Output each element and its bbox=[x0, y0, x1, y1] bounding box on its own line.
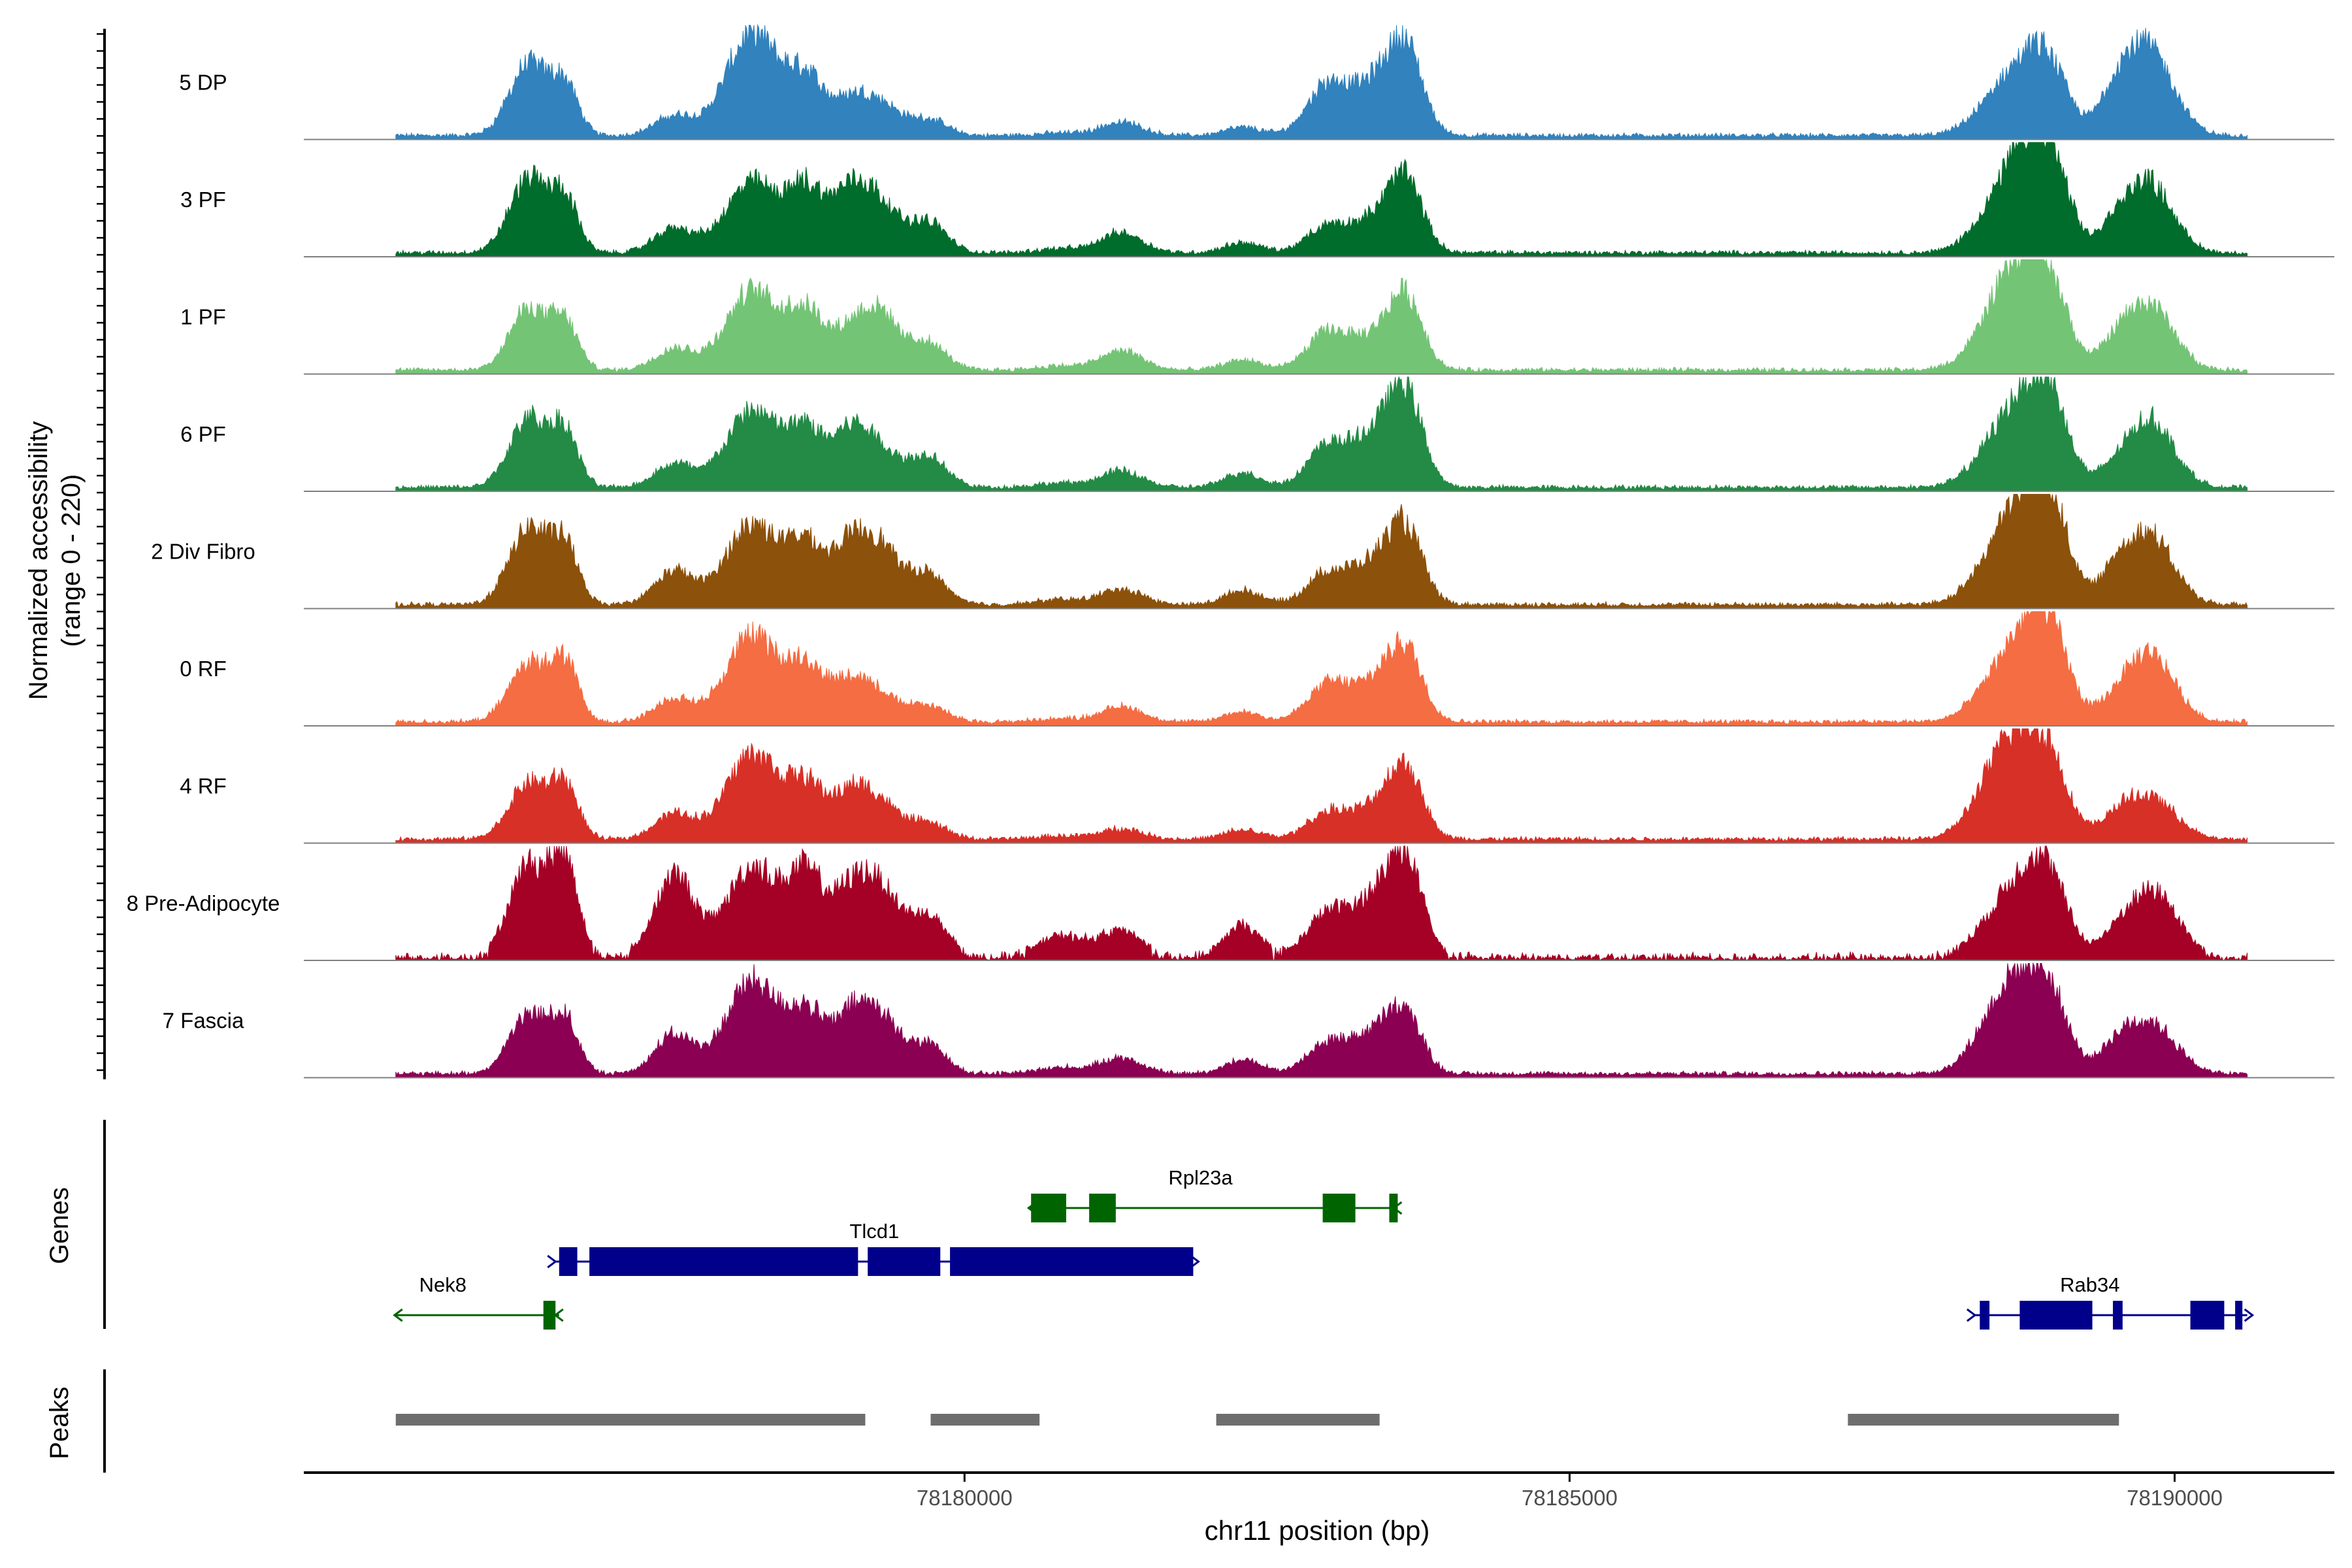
peak-region bbox=[1216, 1414, 1380, 1426]
y-axis bbox=[97, 29, 106, 1079]
y-axis-title-line-1: Normalized accessibility bbox=[24, 421, 53, 700]
gene-exon bbox=[1322, 1194, 1356, 1222]
track-label-8-pre-adipocyte: 8 Pre-Adipocyte bbox=[127, 891, 280, 915]
track-6-pf: 6 PF bbox=[180, 376, 2334, 492]
gene-exon bbox=[589, 1247, 858, 1276]
coverage-area-2-div-fibro bbox=[395, 494, 2248, 609]
y-axis-title: Normalized accessibility (range 0 - 220) bbox=[24, 421, 86, 700]
x-axis: 78180000 78185000 78190000 bbox=[304, 1471, 2334, 1510]
gene-exon bbox=[2019, 1301, 2093, 1330]
track-label-5-dp: 5 DP bbox=[179, 71, 227, 95]
track-3-pf: 3 PF bbox=[180, 142, 2334, 257]
coverage-area-5-dp bbox=[395, 24, 2248, 140]
track-label-4-rf: 4 RF bbox=[180, 774, 227, 798]
strand-arrow bbox=[553, 1308, 564, 1322]
strand-arrow bbox=[393, 1308, 403, 1322]
track-label-2-div-fibro: 2 Div Fibro bbox=[151, 540, 255, 564]
coverage-area-4-rf bbox=[395, 728, 2248, 843]
strand-arrow bbox=[1190, 1254, 1200, 1269]
gene-exon bbox=[2190, 1301, 2225, 1330]
gene-exon bbox=[868, 1247, 941, 1276]
track-2-div-fibro: 2 Div Fibro bbox=[151, 494, 2334, 610]
track-0-rf: 0 RF bbox=[180, 611, 2334, 727]
gene-rpl23a: Rpl23a bbox=[1026, 1166, 1403, 1222]
gene-exon bbox=[543, 1301, 556, 1330]
peaks-track-label: Peaks bbox=[45, 1386, 74, 1459]
genes-track: Genes Nek8 Tlcd1 Rpl23a Rab34 bbox=[45, 1120, 2255, 1330]
gene-exon bbox=[950, 1247, 1194, 1276]
gene-tlcd1: Tlcd1 bbox=[547, 1220, 1200, 1276]
gene-nek8: Nek8 bbox=[393, 1273, 564, 1330]
coverage-area-8-pre-adipocyte bbox=[395, 845, 2248, 962]
y-axis-title-line-2: (range 0 - 220) bbox=[57, 474, 86, 647]
track-label-6-pf: 6 PF bbox=[180, 422, 226, 446]
peaks-track: Peaks bbox=[45, 1369, 2119, 1473]
track-label-3-pf: 3 PF bbox=[180, 188, 226, 212]
strand-arrow bbox=[2244, 1308, 2255, 1322]
gene-exon bbox=[2235, 1301, 2243, 1330]
coverage-area-0-rf bbox=[395, 611, 2248, 727]
strand-arrow bbox=[1392, 1201, 1403, 1215]
strand-arrow bbox=[1026, 1201, 1037, 1215]
coverage-area-1-pf bbox=[395, 258, 2248, 374]
gene-exon bbox=[1031, 1194, 1066, 1222]
gene-label-rpl23a: Rpl23a bbox=[1168, 1166, 1233, 1189]
x-tick-label: 78185000 bbox=[1522, 1486, 1618, 1510]
gene-rab34: Rab34 bbox=[1967, 1273, 2255, 1330]
x-tick-label: 78180000 bbox=[917, 1486, 1013, 1510]
coverage-area-7-fascia bbox=[395, 962, 2248, 1078]
gene-exon bbox=[1089, 1194, 1116, 1222]
coverage-area-3-pf bbox=[395, 142, 2248, 257]
strand-arrow bbox=[547, 1254, 557, 1269]
gene-label-tlcd1: Tlcd1 bbox=[849, 1220, 899, 1243]
gene-label-rab34: Rab34 bbox=[2060, 1273, 2119, 1296]
track-label-7-fascia: 7 Fascia bbox=[163, 1009, 244, 1033]
coverage-tracks: 5 DP 3 PF 1 PF 6 PF 2 Div Fibro 0 RF 4 RF 8 Pre… bbox=[127, 24, 2334, 1079]
gene-label-nek8: Nek8 bbox=[419, 1273, 466, 1296]
gene-exon bbox=[1980, 1301, 1990, 1330]
track-5-dp: 5 DP bbox=[179, 24, 2334, 140]
track-7-fascia: 7 Fascia bbox=[163, 962, 2334, 1079]
track-4-rf: 4 RF bbox=[180, 728, 2334, 844]
track-1-pf: 1 PF bbox=[180, 258, 2334, 375]
peak-region bbox=[395, 1414, 866, 1426]
gene-exon bbox=[2113, 1301, 2123, 1330]
peak-region bbox=[930, 1414, 1040, 1426]
peak-region bbox=[1848, 1414, 2119, 1426]
track-8-pre-adipocyte: 8 Pre-Adipocyte bbox=[127, 845, 2334, 962]
coverage-area-6-pf bbox=[395, 376, 2248, 492]
x-axis-title: chr11 position (bp) bbox=[1205, 1515, 1430, 1546]
genes-track-label: Genes bbox=[45, 1187, 74, 1264]
strand-arrow bbox=[1967, 1308, 1977, 1322]
track-label-0-rf: 0 RF bbox=[180, 657, 227, 681]
track-label-1-pf: 1 PF bbox=[180, 305, 226, 329]
x-tick-label: 78190000 bbox=[2127, 1486, 2223, 1510]
gene-exon bbox=[559, 1247, 578, 1276]
